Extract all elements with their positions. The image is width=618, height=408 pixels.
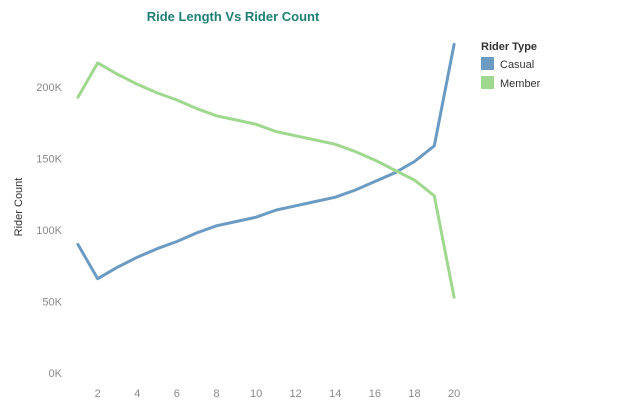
legend-swatch-member: [481, 76, 494, 89]
x-tick-label: 16: [369, 388, 381, 400]
x-tick-label: 4: [134, 388, 140, 400]
legend-label-member: Member: [500, 78, 541, 90]
x-tick-label: 8: [213, 388, 219, 400]
y-tick-label: 200K: [36, 82, 62, 94]
x-tick-label: 20: [448, 388, 460, 400]
y-tick-label: 150K: [36, 154, 62, 166]
x-tick-label: 18: [408, 388, 420, 400]
series-line-member: [76, 61, 456, 299]
y-tick-label: 50K: [42, 297, 62, 309]
legend-items: Casual Member: [481, 57, 541, 90]
y-tick-label: 100K: [36, 225, 62, 237]
legend-swatch-casual: [481, 57, 494, 70]
x-tick-label: 10: [250, 388, 262, 400]
legend-label-casual: Casual: [500, 59, 534, 71]
series-lines: [76, 42, 456, 299]
chart-title: Ride Length Vs Rider Count: [147, 9, 320, 24]
y-axis-ticks: 0K 50K 100K 150K 200K: [36, 82, 62, 380]
x-tick-label: 12: [290, 388, 302, 400]
legend: Rider Type Casual Member: [481, 41, 541, 90]
x-tick-label: 6: [174, 388, 180, 400]
x-axis-ticks: 2 4 6 8 10 12 14 16 18 20: [95, 388, 461, 400]
x-tick-label: 2: [95, 388, 101, 400]
legend-title: Rider Type: [481, 41, 537, 53]
y-axis-label: Rider Count: [13, 178, 25, 237]
y-tick-label: 0K: [49, 368, 63, 380]
series-line-casual: [76, 42, 456, 281]
x-tick-label: 14: [329, 388, 341, 400]
